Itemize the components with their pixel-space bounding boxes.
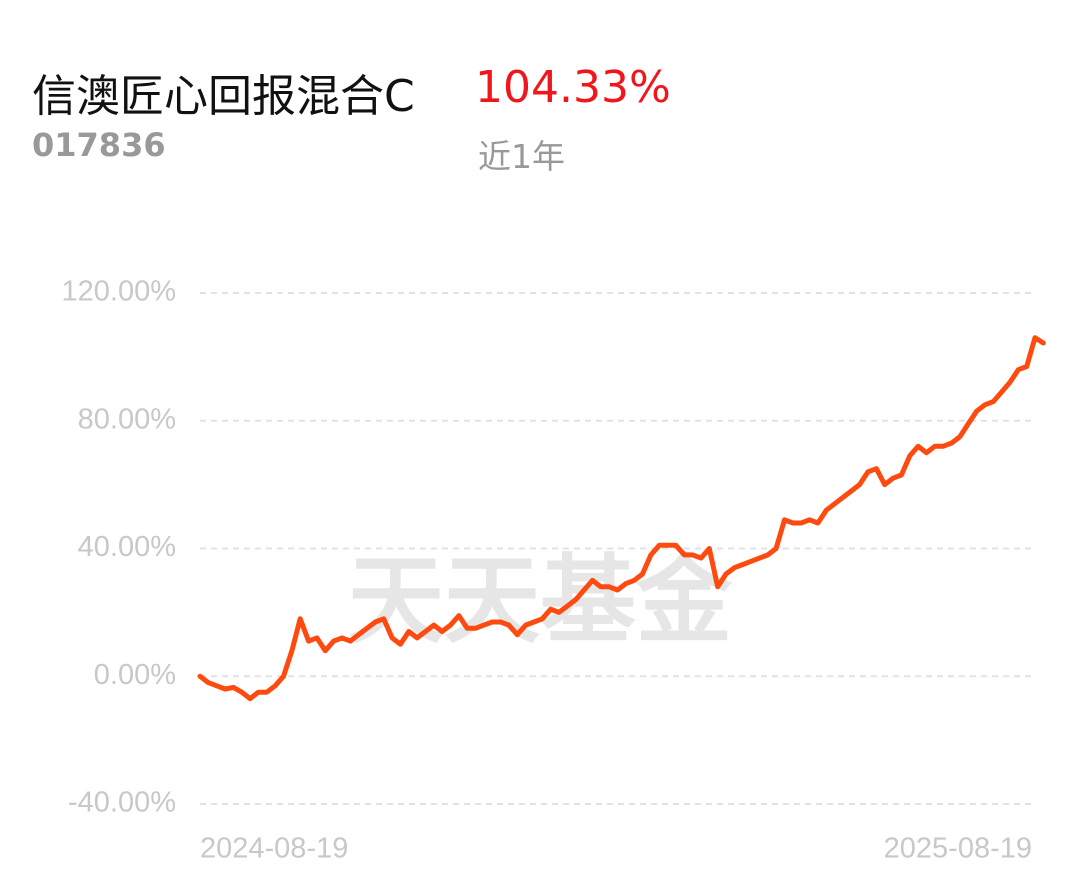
return-value: 104.33% [475, 62, 671, 113]
x-tick-label: 2024-08-19 [200, 833, 348, 865]
fund-code: 017836 [32, 126, 166, 164]
fund-name: 信澳匠心回报混合C [32, 71, 415, 122]
series-line [197, 335, 1046, 702]
y-tick-label: 80.00% [78, 403, 176, 435]
y-tick-label: 40.00% [78, 531, 176, 563]
x-tick-label: 2025-08-19 [884, 833, 1032, 865]
period: 近1年 [478, 137, 565, 176]
y-tick-label: 0.00% [94, 659, 176, 691]
y-tick-label: 120.00% [62, 276, 177, 308]
y-tick-label: -40.00% [68, 787, 176, 819]
